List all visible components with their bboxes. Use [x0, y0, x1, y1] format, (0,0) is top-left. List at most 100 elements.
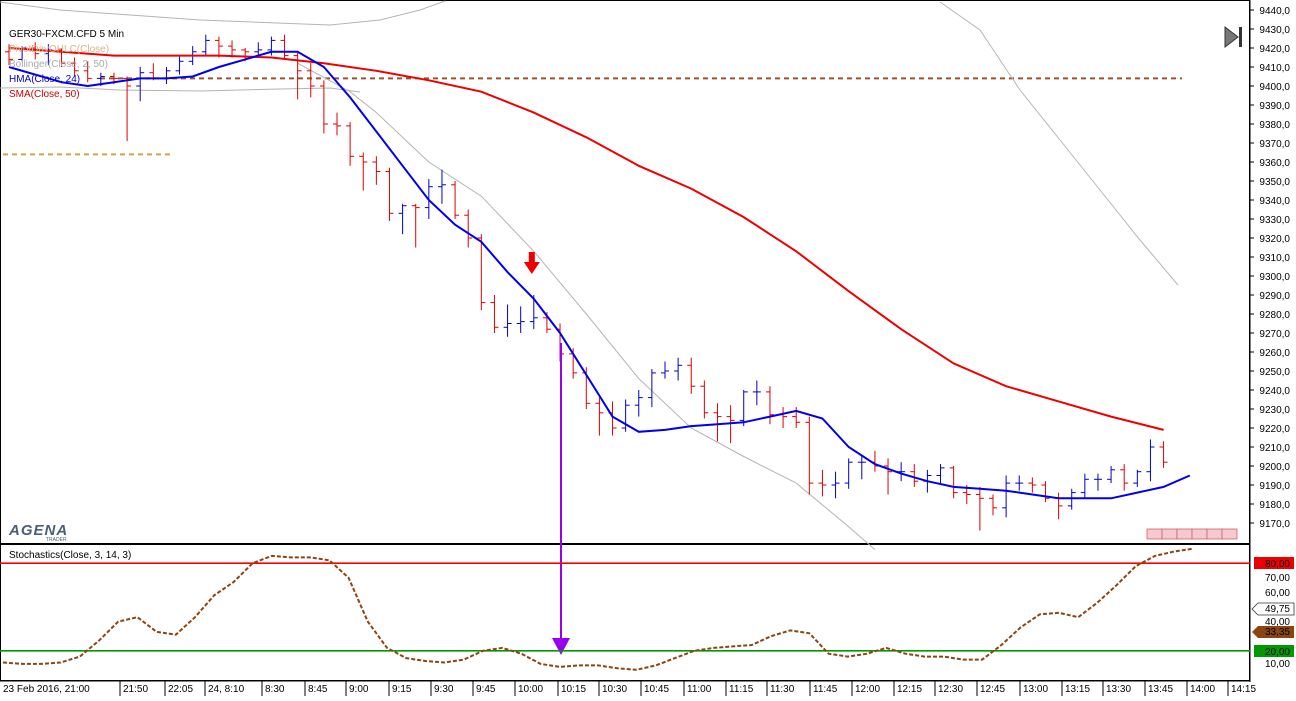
- ohlc-bar: [1028, 477, 1037, 493]
- stoch-40-label: 40,00: [1265, 617, 1290, 628]
- stoch-70-label: 70,00: [1265, 573, 1290, 584]
- ohlc-bar: [765, 386, 774, 425]
- ohlc-bar: [477, 234, 486, 311]
- price-axis-label: 9410,0: [1259, 63, 1290, 74]
- bollinger-upper-line: [939, 1, 1179, 286]
- time-axis-label: 12:45: [980, 684, 1005, 695]
- price-axis-label: 9300,0: [1259, 272, 1290, 283]
- ohlc-bar: [437, 169, 446, 204]
- ohlc-bar: [398, 203, 407, 235]
- time-axis-label: 10:30: [602, 684, 627, 695]
- ohlc-bar: [254, 42, 263, 56]
- price-axis-label: 9240,0: [1259, 386, 1290, 397]
- price-axis-label: 9190,0: [1259, 481, 1290, 492]
- ohlc-bar: [175, 55, 184, 75]
- price-axis-label: 9360,0: [1259, 158, 1290, 169]
- legend-pivot: PivotDayOHLC(Close): [9, 44, 109, 55]
- time-axis-label: 14:15: [1231, 684, 1256, 695]
- stoch-80-label: 80,00: [1265, 559, 1290, 570]
- time-axis-label: 9:00: [349, 684, 369, 695]
- price-layer: [0, 0, 1191, 655]
- time-axis-label: 11:00: [687, 684, 712, 695]
- ohlc-bar: [1093, 473, 1102, 491]
- pink-status-cells: [1146, 528, 1238, 540]
- ohlc-bar: [1080, 473, 1089, 499]
- axis-layer: 9440,0 9430,0 9420,0 9410,0 9400,0 9390,0 9380…: [3, 6, 1290, 696]
- ohlc-bar: [5, 44, 13, 66]
- stoch-layer: [0, 547, 1250, 671]
- time-axis-label: 13:45: [1148, 684, 1173, 695]
- ohlc-bar: [83, 61, 92, 83]
- price-axis-label: 9270,0: [1259, 329, 1290, 340]
- ohlc-bar: [385, 167, 394, 221]
- ohlc-bar: [936, 464, 945, 484]
- play-icon[interactable]: [1224, 25, 1239, 49]
- ohlc-bar: [516, 306, 525, 333]
- ohlc-bar: [319, 80, 328, 134]
- stoch-80-badge: [1254, 557, 1294, 569]
- symbol-label: GER30-FXCM.CFD 5 Min: [9, 29, 124, 40]
- price-axis-label: 9210,0: [1259, 443, 1290, 454]
- price-axis-label: 9200,0: [1259, 462, 1290, 473]
- ohlc-bar: [1107, 466, 1116, 484]
- time-axis-label: 22:05: [168, 684, 193, 695]
- down-arrow-icon: [523, 252, 540, 274]
- price-axis-label: 9230,0: [1259, 405, 1290, 416]
- ohlc-bar: [1120, 464, 1129, 491]
- end-bar-icon[interactable]: [1239, 27, 1242, 47]
- stoch-right-labels: 80,00 70,00 60,00 49,75 40,00 33,35 20,0…: [1251, 557, 1295, 670]
- time-axis-label: 10:00: [518, 684, 543, 695]
- ohlc-bar: [1002, 475, 1011, 518]
- time-axis-label: 11:15: [729, 684, 754, 695]
- time-axis-label: 10:15: [561, 684, 586, 695]
- ohlc-bar: [647, 369, 656, 408]
- price-axis-label: 9370,0: [1259, 139, 1290, 150]
- ohlc-bar: [1133, 469, 1142, 487]
- ohlc-bar: [949, 466, 958, 499]
- ohlc-bar: [201, 34, 210, 56]
- ohlc-bar: [1146, 439, 1155, 482]
- ohlc-bar: [805, 416, 814, 495]
- stoch-20-badge: [1254, 645, 1294, 657]
- price-axis-label: 9220,0: [1259, 424, 1290, 435]
- stoch-10-label: 10,00: [1265, 659, 1290, 670]
- scroll-to-end-button[interactable]: [1224, 25, 1242, 49]
- ohlc-bar: [306, 63, 315, 98]
- price-axis-label: 9260,0: [1259, 348, 1290, 359]
- stoch-20-label: 20,00: [1265, 647, 1290, 658]
- price-axis-label: 9380,0: [1259, 120, 1290, 131]
- time-axis-label: 13:00: [1023, 684, 1048, 695]
- logo-subtext: TRADER: [46, 537, 67, 543]
- ohlc-bar: [884, 458, 893, 495]
- price-axis-label: 9400,0: [1259, 82, 1290, 93]
- time-axis-label: 24, 8:10: [208, 684, 245, 695]
- time-axis-label: 14:00: [1190, 684, 1215, 695]
- ohlc-bar: [818, 469, 827, 497]
- ohlc-bar: [621, 399, 630, 432]
- ohlc-bar: [989, 494, 997, 516]
- signal-arrow-head-icon: [552, 638, 570, 655]
- ohlc-bar: [1159, 441, 1168, 468]
- ohlc-bar: [1015, 475, 1024, 491]
- bollinger-upper-early: [0, 0, 446, 26]
- price-axis-label: 9390,0: [1259, 101, 1290, 112]
- hma-24-line: [8, 50, 1191, 500]
- time-axis-label: 13:15: [1065, 684, 1090, 695]
- ohlc-bar: [752, 380, 761, 406]
- time-axis-label: 11:45: [813, 684, 838, 695]
- time-axis-label: 13:30: [1106, 684, 1131, 695]
- stoch-line: [2, 547, 1194, 671]
- logo-text: AGENA: [8, 522, 68, 539]
- time-axis-label: 12:15: [897, 684, 922, 695]
- time-axis-label: 12:30: [938, 684, 963, 695]
- bollinger-lower-early: [0, 86, 361, 93]
- ohlc-bar: [844, 458, 853, 489]
- time-axis-label: 8:30: [265, 684, 285, 695]
- ohlc-bar: [464, 209, 473, 248]
- time-axis-label: 21:50: [123, 684, 148, 695]
- ohlc-bar: [661, 361, 669, 379]
- ohlc-bar: [411, 203, 420, 248]
- stoch-4975-label: 49,75: [1265, 604, 1290, 615]
- bollinger-lower-line: [297, 62, 876, 550]
